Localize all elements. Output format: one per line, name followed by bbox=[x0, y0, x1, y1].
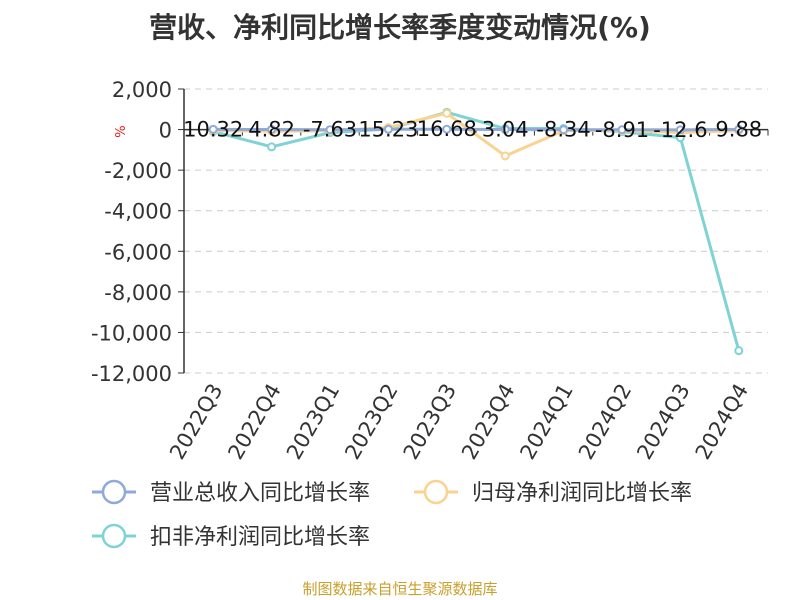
data-label: 10.32 bbox=[183, 117, 243, 141]
data-point bbox=[208, 124, 218, 134]
y-tick-label: -6,000 bbox=[104, 240, 172, 264]
data-label: 4.82 bbox=[248, 117, 295, 141]
chart-title: 营收、净利同比增长率季度变动情况(%) bbox=[149, 11, 651, 44]
data-label: 3.04 bbox=[482, 118, 529, 142]
x-tick-label: 2024Q1 bbox=[515, 380, 577, 464]
data-label: -8.34 bbox=[536, 118, 590, 142]
data-point bbox=[442, 124, 452, 134]
x-tick-label: 2022Q3 bbox=[165, 380, 227, 464]
data-point bbox=[267, 142, 277, 152]
data-point bbox=[734, 346, 744, 356]
data-point bbox=[442, 108, 452, 118]
legend-marker[interactable] bbox=[101, 523, 127, 549]
data-label: 9.88 bbox=[715, 117, 762, 141]
y-tick-label: -8,000 bbox=[104, 281, 172, 305]
legend-label[interactable]: 营业总收入同比增长率 bbox=[150, 481, 370, 506]
series-line bbox=[212, 110, 741, 352]
x-tick-label: 2022Q4 bbox=[223, 380, 285, 464]
x-tick-label: 2023Q4 bbox=[457, 380, 519, 464]
legend-marker[interactable] bbox=[423, 479, 449, 505]
y-tick-label: -12,000 bbox=[91, 362, 172, 386]
y-tick-label: 0 bbox=[159, 119, 172, 143]
y-tick-label: 2,000 bbox=[112, 78, 172, 102]
data-point bbox=[559, 125, 569, 135]
data-point bbox=[500, 125, 510, 135]
data-point bbox=[617, 125, 627, 135]
data-label: 15.23 bbox=[358, 117, 418, 141]
data-point bbox=[500, 151, 510, 161]
data-label: -12.6 bbox=[653, 118, 707, 142]
data-label: -7.63 bbox=[303, 118, 357, 142]
series-line bbox=[213, 127, 739, 132]
data-point bbox=[267, 124, 277, 134]
data-point bbox=[325, 125, 335, 135]
y-tick-label: -2,000 bbox=[104, 159, 172, 183]
data-point bbox=[675, 125, 685, 135]
legend-marker[interactable] bbox=[101, 479, 127, 505]
y-tick-label: -10,000 bbox=[91, 321, 172, 345]
y-tick-label: -4,000 bbox=[104, 200, 172, 224]
x-tick-label: 2024Q4 bbox=[691, 380, 753, 464]
x-tick-label: 2024Q2 bbox=[574, 380, 636, 464]
y-axis-unit-label: % bbox=[114, 125, 129, 137]
x-tick-label: 2024Q3 bbox=[632, 380, 694, 464]
legend-label[interactable]: 扣非净利润同比增长率 bbox=[150, 525, 370, 550]
data-point bbox=[734, 124, 744, 134]
x-tick-label: 2023Q1 bbox=[282, 380, 344, 464]
data-label: 16.68 bbox=[417, 117, 477, 141]
data-source-note: 制图数据来自恒生聚源数据库 bbox=[302, 580, 498, 598]
x-tick-label: 2023Q2 bbox=[340, 380, 402, 464]
data-label: -8.91 bbox=[595, 118, 649, 142]
legend-label[interactable]: 归母净利润同比增长率 bbox=[472, 481, 692, 506]
data-point bbox=[383, 124, 393, 134]
x-tick-label: 2023Q3 bbox=[399, 380, 461, 464]
